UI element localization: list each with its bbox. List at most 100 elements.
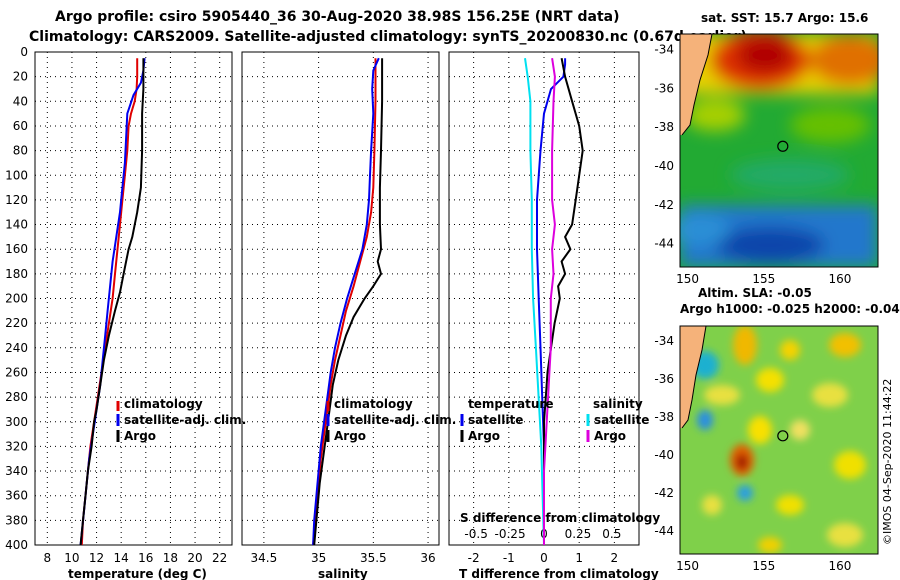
- sla-profile-location-marker: [777, 430, 789, 442]
- x-tick-label: 35: [311, 551, 326, 565]
- depth-tick-label: 400: [5, 538, 28, 552]
- map-lat-tick: -40: [654, 159, 674, 173]
- sst-map-title: sat. SST: 15.7 Argo: 15.6: [701, 11, 868, 25]
- map-lat-tick: -38: [654, 410, 674, 424]
- legend-argo: Argo: [124, 429, 156, 443]
- map-tick-labels: 150 155 160 -34 -36 -38 -40 -42 -44 150 155 160 -34 -…: [654, 43, 851, 573]
- legend3-temperature-header: temperature: [468, 397, 553, 411]
- depth-tick-label: 80: [13, 144, 28, 158]
- s-diff-tick-label: 0.5: [602, 527, 621, 541]
- legend3-t-satellite: satellite: [468, 413, 523, 427]
- x-tick-label: -1: [503, 551, 515, 565]
- map-lat-tick: -38: [654, 120, 674, 134]
- depth-tick-label: 240: [5, 341, 28, 355]
- salinity-panel-frame: [241, 51, 440, 546]
- s-diff-tick-label: 0.25: [565, 527, 592, 541]
- depth-tick-label: 360: [5, 489, 28, 503]
- depth-tick-label: 300: [5, 415, 28, 429]
- legend2-argo: Argo: [334, 429, 366, 443]
- depth-tick-label: 200: [5, 292, 28, 306]
- depth-tick-label: 260: [5, 365, 28, 379]
- series-line: [79, 58, 145, 545]
- x-tick-label: 16: [138, 551, 153, 565]
- temperature-profile-series: [79, 58, 146, 545]
- series-line: [312, 58, 377, 545]
- x-tick-label: 35.5: [360, 551, 387, 565]
- series-line: [543, 58, 584, 545]
- depth-tick-labels: 0 20 40 60 80 100 120 140 160 180 200 220 240 260 280 3…: [5, 45, 28, 552]
- sla-map-title-line1: Altim. SLA: -0.05: [698, 286, 812, 300]
- sst-profile-location-marker: [777, 140, 789, 152]
- depth-tick-label: 60: [13, 119, 28, 133]
- series-line: [313, 58, 384, 545]
- sla-map-title-line2: Argo h1000: -0.025 h2000: -0.043: [680, 302, 900, 316]
- x-tick-label: 0: [540, 551, 548, 565]
- map-lat-tick: -44: [654, 237, 674, 251]
- depth-tick-label: 40: [13, 94, 28, 108]
- map-lat-tick: -42: [654, 198, 674, 212]
- legend2-climatology: climatology: [334, 397, 413, 411]
- legend3-salinity-header: salinity: [593, 397, 643, 411]
- x-tick-label: -2: [468, 551, 480, 565]
- series-line: [312, 57, 380, 545]
- x-tick-label: 1: [575, 551, 583, 565]
- map-lon-tick: 155: [752, 559, 775, 573]
- legend-climatology: climatology: [124, 397, 203, 411]
- depth-tick-label: 100: [5, 168, 28, 182]
- depth-tick-label: 20: [13, 70, 28, 84]
- map-lat-tick: -40: [654, 448, 674, 462]
- map-lat-tick: -44: [654, 524, 674, 538]
- x-tick-label: 2: [611, 551, 619, 565]
- map-lon-tick: 155: [752, 272, 775, 286]
- t-difference-axis-label: T difference from climatology: [459, 567, 659, 580]
- s-difference-axis-label: S difference from climatology: [460, 511, 660, 525]
- x-tick-label: 18: [163, 551, 178, 565]
- map-lon-tick: 150: [676, 559, 699, 573]
- map-lat-tick: -42: [654, 486, 674, 500]
- temperature-legend: climatology satellite-adj. clim. Argo: [116, 397, 246, 443]
- depth-tick-label: 160: [5, 242, 28, 256]
- difference-legend: temperature salinity satellite Argo sate…: [460, 397, 649, 443]
- salinity-legend: climatology satellite-adj. clim. Argo: [326, 397, 456, 443]
- depth-tick-label: 180: [5, 267, 28, 281]
- legend2-satellite-adj: satellite-adj. clim.: [334, 413, 456, 427]
- depth-tick-label: 0: [20, 45, 28, 59]
- salinity-profile-series: [312, 57, 384, 545]
- map-lat-tick: -34: [654, 43, 674, 57]
- depth-tick-label: 140: [5, 218, 28, 232]
- sla-map: [680, 326, 878, 554]
- depth-tick-label: 280: [5, 390, 28, 404]
- salinity-axis-label: salinity: [318, 567, 368, 580]
- difference-from-climatology-series: [524, 58, 584, 545]
- x-tick-label: 12: [89, 551, 104, 565]
- map-lat-tick: -36: [654, 372, 674, 386]
- x-tick-label: 14: [114, 551, 129, 565]
- temperature-axis-label: temperature (deg C): [68, 567, 207, 580]
- map-lat-tick: -36: [654, 81, 674, 95]
- x-tick-label: 10: [64, 551, 79, 565]
- legend3-t-argo: Argo: [468, 429, 500, 443]
- series-line: [543, 58, 556, 545]
- x-tick-label: 8: [43, 551, 51, 565]
- depth-tick-label: 380: [5, 513, 28, 527]
- legend-satellite-adj: satellite-adj. clim.: [124, 413, 246, 427]
- series-line: [524, 58, 545, 545]
- depth-tick-label: 320: [5, 439, 28, 453]
- sla-map-frame: [679, 325, 879, 555]
- figure-title-line1: Argo profile: csiro 5905440_36 30-Aug-20…: [55, 9, 619, 25]
- x-tick-label: 34.5: [251, 551, 278, 565]
- temperature-panel-frame: [34, 51, 233, 546]
- legend3-s-satellite: satellite: [594, 413, 649, 427]
- imos-credit: ©IMOS 04-Sep-2020 11:44:22: [881, 379, 894, 545]
- s-diff-tick-label: -0.25: [495, 527, 526, 541]
- depth-tick-label: 120: [5, 193, 28, 207]
- map-lon-tick: 160: [828, 559, 851, 573]
- series-layer: [79, 57, 584, 545]
- depth-tick-label: 340: [5, 464, 28, 478]
- legend3-s-argo: Argo: [594, 429, 626, 443]
- s-diff-tick-label: -0.5: [464, 527, 487, 541]
- depth-tick-label: 220: [5, 316, 28, 330]
- map-lon-tick: 150: [676, 272, 699, 286]
